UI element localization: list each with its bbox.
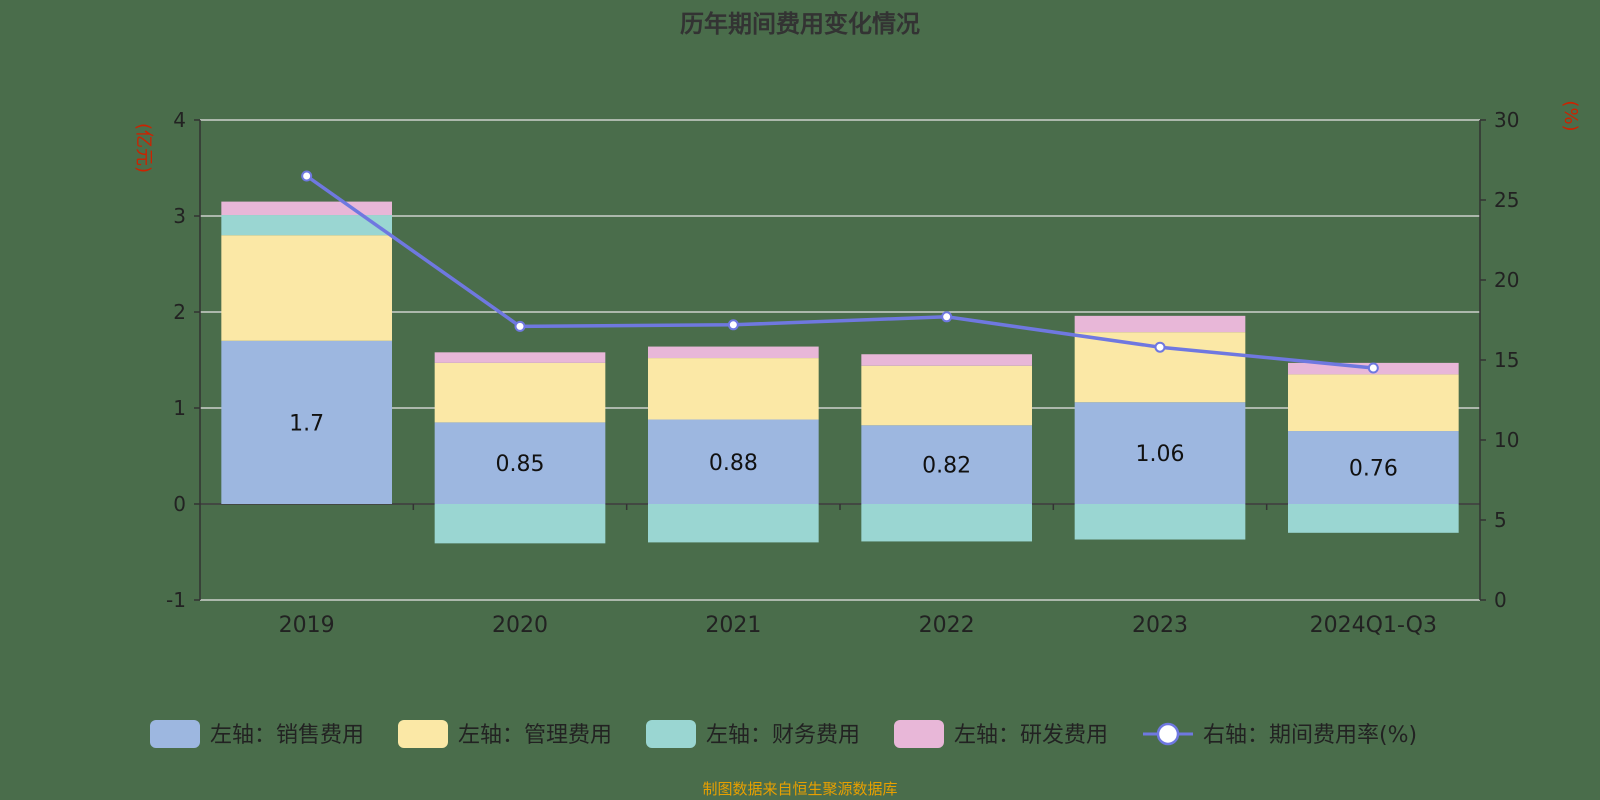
right-tick-label: 30 (1494, 108, 1519, 132)
right-tick-label: 20 (1494, 268, 1519, 292)
bar-data-label: 0.88 (709, 451, 758, 476)
bar-segment (861, 365, 1032, 426)
bar-segment (1288, 374, 1459, 432)
category-label: 2023 (1132, 613, 1188, 638)
category-label: 2020 (492, 613, 548, 638)
left-tick-label: 1 (173, 396, 186, 420)
category-label: 2021 (705, 613, 761, 638)
bar-data-label: 0.85 (496, 452, 545, 477)
right-axis-unit: (%) (1560, 100, 1581, 131)
bar-segment (221, 340, 392, 504)
bar-segment (1288, 504, 1459, 533)
bar-data-label: 0.76 (1349, 457, 1398, 482)
tick-labels: -1 0 1 2 3 4 0 5 10 15 20 25 30 2019 2020 2021 2022 2023 2… (166, 108, 1519, 638)
legend-marker (1156, 722, 1180, 746)
right-tick-label: 15 (1494, 348, 1519, 372)
legend-label: 右轴：期间费用率(%) (1203, 723, 1417, 748)
category-label: 2022 (919, 613, 975, 638)
legend[interactable]: 左轴：销售费用 左轴：管理费用 左轴：财务费用 左轴：研发费用 右轴：期间费用率(%) (150, 720, 1417, 748)
left-tick-label: 3 (173, 204, 186, 228)
bar-segment (1074, 315, 1246, 333)
legend-label: 左轴：财务费用 (706, 723, 860, 748)
bar-segment (221, 201, 392, 216)
rate-point (941, 311, 953, 323)
right-tick-label: 10 (1494, 428, 1519, 452)
rate-line (301, 170, 1379, 374)
legend-label: 左轴：管理费用 (458, 723, 612, 748)
bar-segment (434, 504, 606, 544)
chart-title: 历年期间费用变化情况 (680, 10, 920, 38)
rate-point (1154, 341, 1166, 353)
bar-segment (861, 504, 1032, 542)
left-tick-label: -1 (166, 588, 186, 612)
legend-swatch (150, 720, 200, 748)
bar-segment (434, 352, 606, 363)
legend-swatch (894, 720, 944, 748)
rate-point (514, 320, 526, 332)
legend-swatch (646, 720, 696, 748)
left-tick-label: 2 (173, 300, 186, 324)
category-label: 2019 (279, 613, 335, 638)
bar-segment (1074, 402, 1246, 504)
legend-label: 左轴：研发费用 (954, 723, 1108, 748)
category-label: 2024Q1-Q3 (1310, 613, 1437, 638)
bar-segment (434, 362, 606, 423)
right-tick-label: 0 (1494, 588, 1507, 612)
bar-segment (648, 419, 819, 504)
bar-segment (648, 504, 819, 543)
right-tick-label: 25 (1494, 188, 1519, 212)
left-tick-label: 4 (173, 108, 186, 132)
bars (221, 201, 1459, 544)
legend-swatch (398, 720, 448, 748)
left-tick-label: 0 (173, 492, 186, 516)
bar-data-label: 0.82 (922, 454, 971, 479)
bar-segment (1074, 504, 1246, 540)
bar-segment (861, 425, 1032, 504)
bar-segment (648, 358, 819, 420)
axes (194, 119, 1486, 601)
rate-line-path (305, 174, 1374, 370)
left-axis-unit: (亿元) (133, 123, 154, 173)
right-tick-label: 5 (1494, 508, 1507, 532)
bar-segment (648, 346, 819, 359)
bar-segment (861, 354, 1032, 366)
bar-segment (221, 215, 392, 236)
rate-point (301, 170, 313, 182)
source-note: 制图数据来自恒生聚源数据库 (702, 780, 897, 798)
bar-segment (221, 235, 392, 341)
bar-segment (434, 422, 606, 504)
bar-data-label: 1.06 (1136, 442, 1185, 467)
legend-label: 左轴：销售费用 (210, 723, 364, 748)
bar-data-label: 1.7 (289, 411, 324, 436)
bar-segment (1288, 431, 1459, 504)
rate-point (727, 319, 739, 331)
rate-point (1367, 362, 1379, 374)
